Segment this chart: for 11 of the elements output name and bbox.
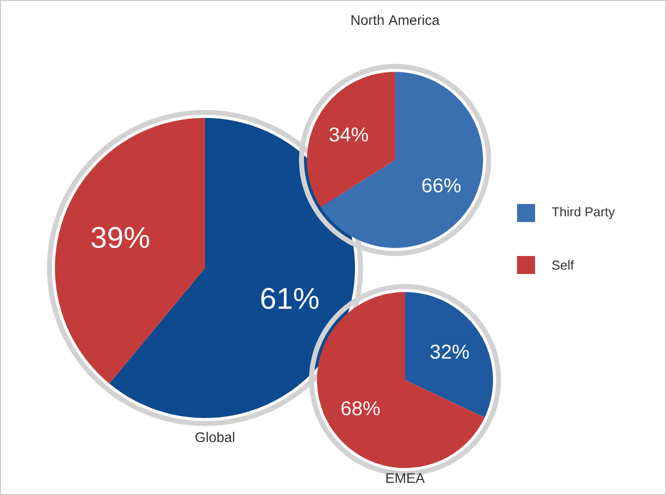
data-label: 68% <box>342 401 380 416</box>
data-label: 34% <box>330 127 368 142</box>
text: EMEA <box>386 473 425 483</box>
chart-title: North America <box>352 14 440 26</box>
data-label: 61% <box>261 288 319 310</box>
legend-label: Third Party <box>552 206 615 220</box>
data-label: 39% <box>91 226 150 248</box>
text: Global <box>196 432 234 442</box>
data-label: 32% <box>430 344 469 359</box>
data-label: 66% <box>422 178 461 192</box>
legend-label: Self <box>552 260 574 270</box>
